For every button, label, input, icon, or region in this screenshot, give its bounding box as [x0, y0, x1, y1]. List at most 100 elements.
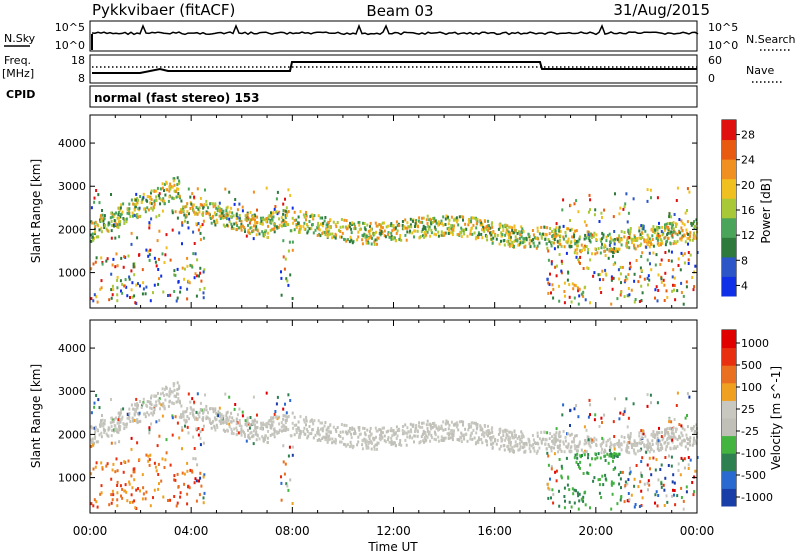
velocity-cell	[429, 422, 432, 426]
velocity-cell	[369, 430, 371, 434]
velocity-cell	[302, 430, 305, 433]
velocity-cell	[295, 431, 298, 435]
power-cell	[487, 229, 489, 233]
velocity-cell	[623, 500, 626, 504]
power-cell	[197, 228, 200, 232]
velocity-cell	[325, 436, 327, 440]
velocity-cell	[562, 440, 565, 444]
velocity-cell	[620, 486, 622, 490]
velocity-cell	[575, 434, 578, 438]
velocity-cell	[361, 447, 364, 451]
velocity-cell	[565, 456, 568, 460]
power-cell	[116, 225, 119, 229]
velocity-cell	[689, 458, 692, 462]
power-cell	[112, 223, 115, 227]
power-cell	[208, 212, 211, 216]
x-tick-label: 00:00	[73, 524, 108, 538]
power-cell	[192, 230, 195, 234]
power-cell	[124, 278, 127, 282]
colorbar-tick-label: -25	[741, 425, 759, 438]
velocity-cell	[594, 413, 597, 417]
velocity-cell	[150, 396, 152, 400]
power-cell	[589, 208, 591, 212]
power-heatmap	[90, 176, 699, 306]
power-cell	[362, 221, 364, 225]
power-cell	[657, 242, 660, 246]
power-cell	[216, 209, 219, 213]
velocity-cell	[123, 489, 126, 493]
velocity-cell	[689, 436, 692, 440]
velocity-cell	[358, 428, 361, 432]
velocity-cell	[284, 418, 287, 422]
velocity-cell	[442, 439, 445, 442]
velocity-cell	[192, 415, 195, 419]
power-cell	[570, 245, 573, 248]
power-cell	[324, 216, 327, 219]
power-cell	[289, 273, 292, 277]
power-cell	[643, 277, 646, 281]
power-cell	[180, 208, 183, 212]
velocity-cell	[286, 484, 289, 488]
velocity-cell	[548, 444, 551, 448]
velocity-cell	[232, 419, 235, 423]
power-cell	[381, 226, 384, 230]
power-cell	[666, 222, 669, 226]
velocity-cell	[555, 479, 558, 483]
velocity-cell	[394, 444, 397, 447]
power-cell	[633, 272, 636, 276]
velocity-cell	[618, 417, 621, 421]
power-cell	[308, 220, 311, 223]
power-cell	[691, 238, 694, 242]
power-cell	[562, 224, 565, 228]
power-cell	[274, 205, 277, 208]
power-cell	[444, 223, 447, 226]
power-cell	[328, 225, 331, 229]
power-cell	[232, 214, 235, 218]
power-cell	[617, 268, 620, 272]
power-cell	[146, 195, 149, 198]
velocity-cell	[246, 420, 249, 424]
power-cell	[178, 194, 181, 198]
power-cell	[440, 230, 443, 234]
velocity-cell	[612, 443, 615, 447]
power-cell	[551, 234, 554, 238]
velocity-cell	[552, 501, 555, 505]
velocity-cell	[145, 453, 148, 457]
power-cell	[680, 236, 683, 240]
power-cell	[465, 227, 468, 231]
velocity-cell	[138, 420, 141, 424]
power-cell	[356, 238, 359, 242]
power-cell	[620, 281, 622, 285]
velocity-cell	[351, 428, 354, 431]
power-cell	[303, 215, 306, 219]
power-cell	[287, 188, 290, 192]
power-cell	[174, 210, 177, 214]
velocity-cell	[547, 443, 550, 446]
velocity-cell	[511, 445, 514, 449]
power-cell	[226, 223, 229, 227]
velocity-cell	[465, 432, 468, 436]
power-cell	[551, 283, 554, 287]
velocity-cell	[492, 441, 495, 445]
velocity-cell	[228, 415, 231, 419]
velocity-cell	[688, 438, 691, 442]
power-cell	[401, 220, 404, 223]
velocity-cell	[564, 439, 567, 443]
power-cell	[291, 240, 294, 244]
freq-tick-top: 18	[71, 54, 85, 67]
velocity-cell	[197, 412, 200, 416]
power-cell	[556, 239, 559, 243]
power-cell	[490, 222, 493, 226]
power-cell	[638, 226, 641, 230]
velocity-cell	[601, 447, 603, 451]
power-cell	[626, 294, 629, 298]
colorbar-segment	[722, 365, 736, 384]
velocity-cell	[404, 438, 407, 442]
colorbar-tick-label: 12	[741, 229, 755, 242]
velocity-cell	[513, 433, 516, 437]
power-cell	[322, 230, 325, 234]
velocity-cell	[444, 428, 447, 431]
power-cell	[318, 232, 321, 236]
power-cell	[649, 262, 651, 266]
